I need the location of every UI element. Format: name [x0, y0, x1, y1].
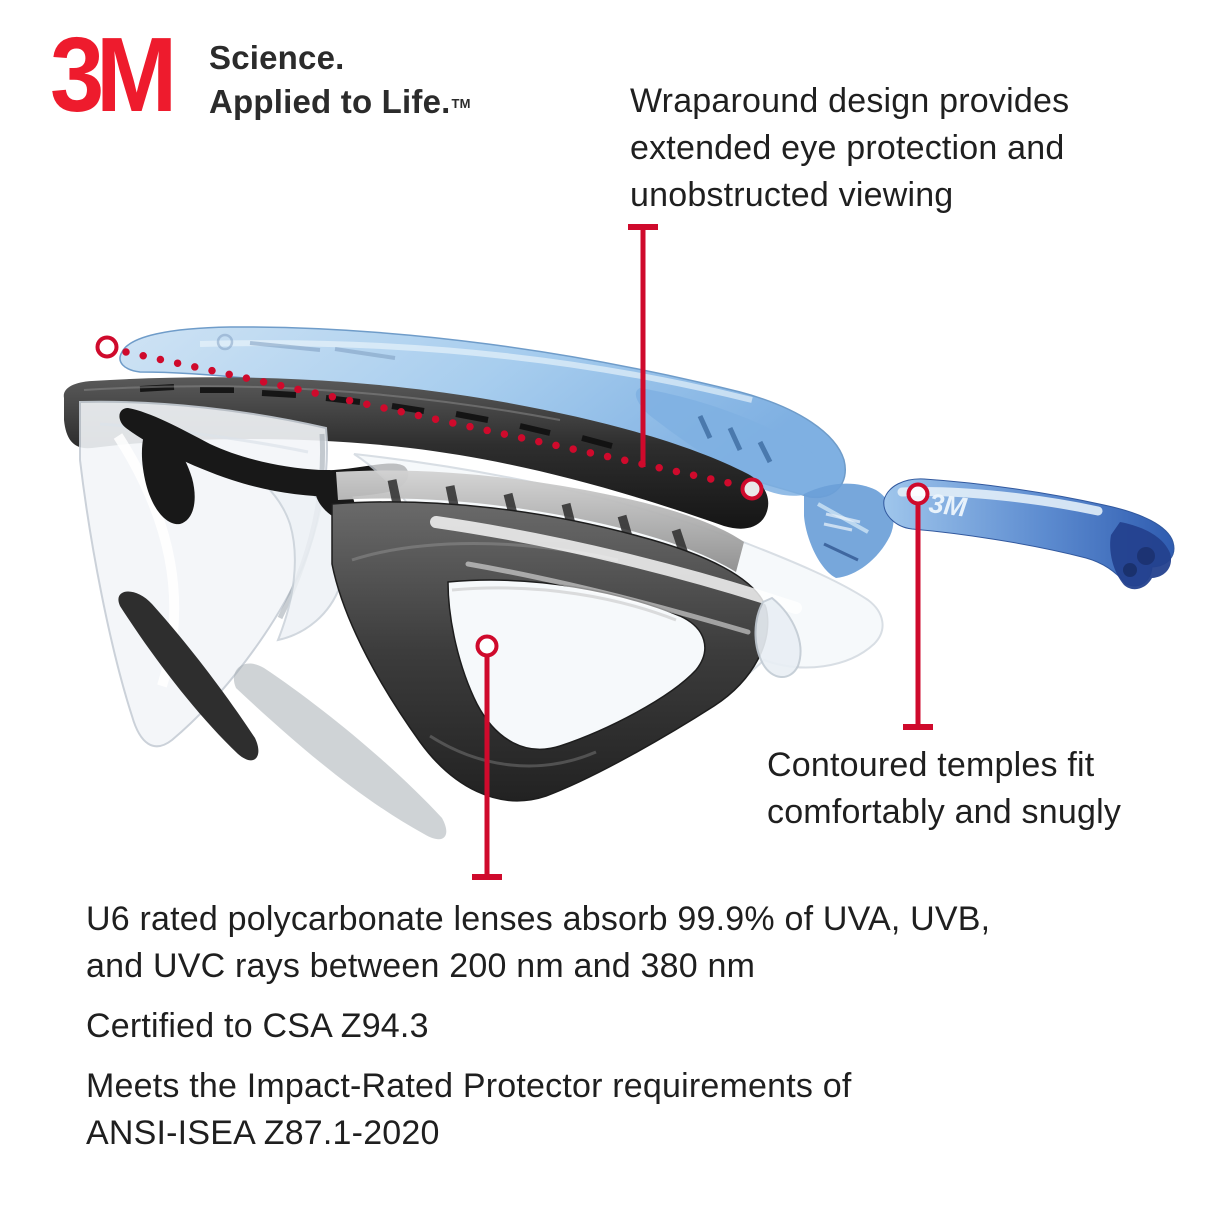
- brand-tagline: Science. Applied to Life.TM: [209, 36, 470, 124]
- brow-vent-slots: [139, 384, 613, 449]
- certification-csa: Certified to CSA Z94.3: [86, 1007, 429, 1045]
- callout-wraparound-line-2: extended eye protection and: [630, 129, 1065, 167]
- glasses-gasket-top-band: [336, 470, 744, 572]
- far-temple-paddle: [635, 388, 823, 496]
- callout-temples-text: Contoured temples fit comfortably and sn…: [767, 742, 1121, 836]
- brand-logo-3m: 3M: [50, 16, 177, 134]
- far-temple-print-marks: [249, 341, 396, 360]
- glasses-foam-gasket: [118, 501, 769, 840]
- callout-annotations: [95, 224, 933, 880]
- callout-ring-lens: [475, 634, 499, 658]
- callout-temples-line-2: comfortably and snugly: [767, 793, 1122, 831]
- callout-lenses-line-2: and UVC rays between 200 nm and 380 nm: [86, 947, 756, 985]
- lens-specular-highlights: [430, 516, 802, 635]
- certification-impact-line-1: Meets the Impact-Rated Protector require…: [86, 1067, 852, 1105]
- certification-impact-line-2: ANSI-ISEA Z87.1-2020: [86, 1114, 440, 1152]
- far-temple-highlight: [199, 340, 753, 403]
- gasket-band-slots: [387, 479, 689, 556]
- callout-line-lenses: [472, 634, 502, 880]
- foam-lower-left-shadow: [233, 663, 447, 840]
- hinge-print-marks: [823, 512, 861, 532]
- trademark-symbol: TM: [451, 96, 471, 111]
- callout-lenses-line-1: U6 rated polycarbonate lenses absorb 99.…: [86, 900, 991, 938]
- tagline-line-1: Science.: [209, 39, 345, 76]
- dotted-leader-line: [122, 348, 738, 488]
- callout-ring-hinge: [740, 477, 764, 501]
- callout-lenses-text: U6 rated polycarbonate lenses absorb 99.…: [86, 896, 990, 990]
- far-temple-emblem: [216, 333, 234, 351]
- callout-line-wraparound: [628, 224, 658, 467]
- callout-line-temples: [903, 482, 933, 730]
- callout-wraparound-line-3: unobstructed viewing: [630, 176, 954, 214]
- brow-highlight: [83, 385, 561, 421]
- tagline-line-2: Applied to Life.TM: [209, 83, 471, 120]
- callout-wraparound-text: Wraparound design provides extended eye …: [630, 78, 1069, 219]
- foam-left-tip: [118, 591, 259, 761]
- certification-impact: Meets the Impact-Rated Protector require…: [86, 1063, 852, 1157]
- glasses-hinge: [804, 483, 894, 578]
- glasses-lens-wing-tip: [754, 596, 802, 678]
- callout-ring-brow-corner: [95, 335, 119, 359]
- temple-3m-molding: 3M: [927, 488, 968, 522]
- callout-wraparound-line-1: Wraparound design provides: [630, 82, 1070, 120]
- far-temple-vent-slots: [697, 414, 773, 464]
- callout-ring-temple: [906, 482, 930, 506]
- callout-temples-line-1: Contoured temples fit: [767, 746, 1095, 784]
